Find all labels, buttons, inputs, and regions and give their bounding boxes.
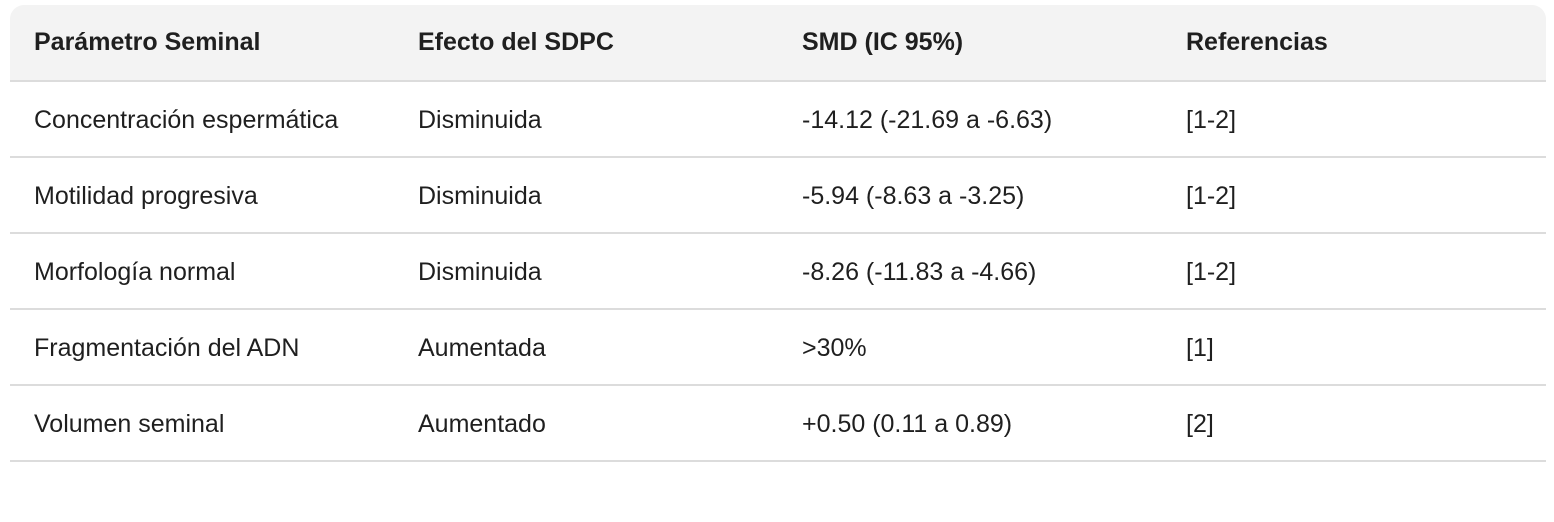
header-row: Parámetro Seminal Efecto del SDPC SMD (IC … [10,5,1546,82]
header-cell: Referencias [1162,5,1546,82]
table-container: Parámetro Seminal Efecto del SDPC SMD (IC … [10,5,1546,462]
table-cell: Fragmentación del ADN [10,309,394,386]
table-cell: -14.12 (-21.69 a -6.63) [778,81,1162,158]
header-cell: SMD (IC 95%) [778,5,1162,82]
table-cell: -8.26 (-11.83 a -4.66) [778,233,1162,310]
table-row: Motilidad progresiva Disminuida -5.94 (-8.… [10,157,1546,234]
table-cell: Disminuida [394,81,778,158]
table-cell: [1-2] [1162,81,1546,158]
table-row: Concentración espermática Disminuida -14.1… [10,81,1546,158]
table-body: Concentración espermática Disminuida -14.1… [10,81,1546,462]
table-cell: [1-2] [1162,157,1546,234]
table-cell: >30% [778,309,1162,386]
table-cell: Aumentado [394,385,778,462]
table-cell: [2] [1162,385,1546,462]
table-cell: Morfología normal [10,233,394,310]
table-row: Morfología normal Disminuida -8.26 (-11.83… [10,233,1546,310]
table-cell: [1] [1162,309,1546,386]
table-cell: Aumentada [394,309,778,386]
table-cell: Disminuida [394,233,778,310]
table-row: Volumen seminal Aumentado +0.50 (0.11 a 0.… [10,385,1546,462]
table-cell: Concentración espermática [10,81,394,158]
table-cell: Disminuida [394,157,778,234]
table-row: Fragmentación del ADN Aumentada >30% [1] [10,309,1546,386]
data-table: Parámetro Seminal Efecto del SDPC SMD (IC … [10,5,1546,462]
table-cell: Volumen seminal [10,385,394,462]
table-cell: -5.94 (-8.63 a -3.25) [778,157,1162,234]
table-cell: [1-2] [1162,233,1546,310]
table-cell: Motilidad progresiva [10,157,394,234]
table-cell: +0.50 (0.11 a 0.89) [778,385,1162,462]
header-cell: Parámetro Seminal [10,5,394,82]
header-cell: Efecto del SDPC [394,5,778,82]
